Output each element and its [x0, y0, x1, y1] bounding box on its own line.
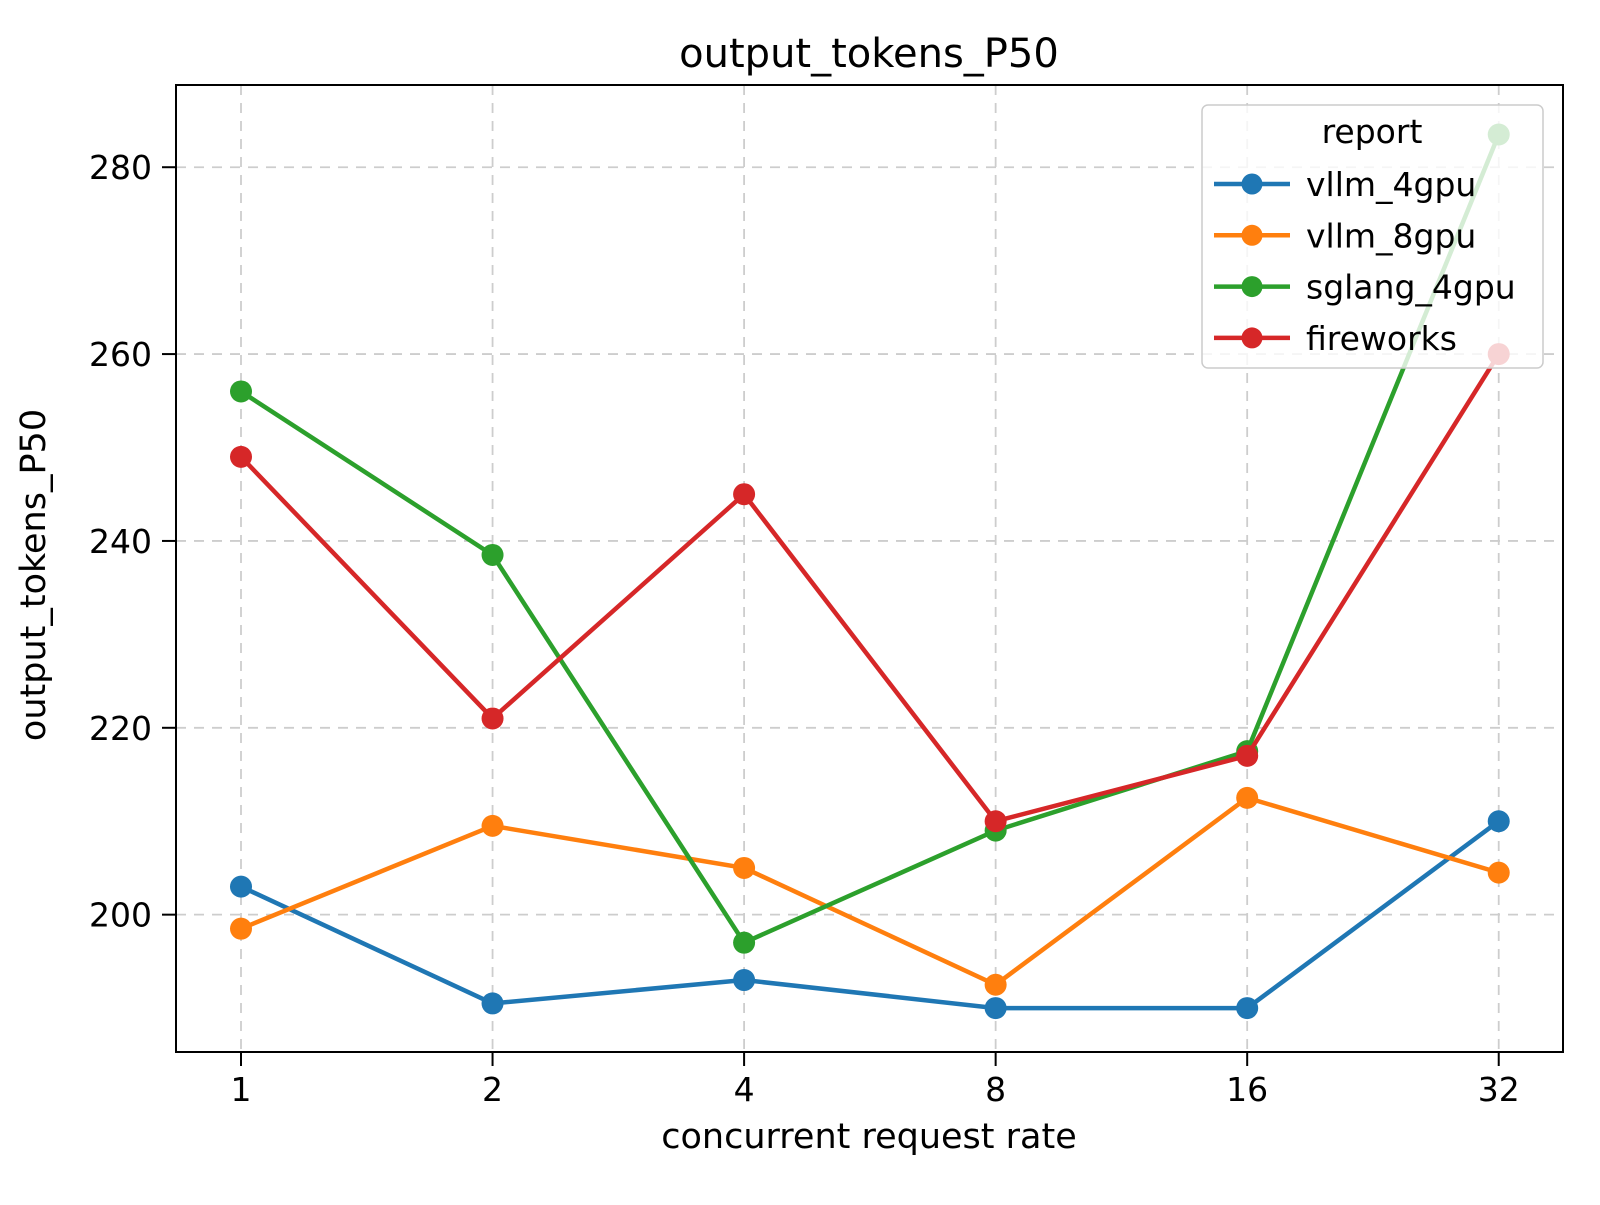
data-point-sglang_4gpu	[230, 380, 253, 403]
legend-marker	[1241, 173, 1263, 195]
legend-title: report	[1322, 112, 1423, 151]
plot-border	[175, 84, 1564, 1053]
x-tick-label: 8	[985, 1070, 1006, 1109]
data-point-vllm_8gpu	[481, 814, 504, 837]
data-point-fireworks	[984, 810, 1007, 833]
data-point-vllm_8gpu	[230, 917, 253, 940]
x-tick-label: 2	[482, 1070, 503, 1109]
y-tick-label: 260	[89, 335, 152, 374]
data-point-vllm_8gpu	[984, 973, 1007, 996]
series-line-vllm_8gpu	[240, 795, 1500, 988]
data-point-vllm_4gpu	[733, 969, 756, 992]
x-tick-label: 1	[231, 1070, 252, 1109]
chart-title: output_tokens_P50	[679, 31, 1059, 77]
y-tick-label: 280	[89, 148, 152, 187]
data-point-vllm_4gpu	[230, 875, 253, 898]
data-point-fireworks	[230, 445, 253, 468]
data-point-vllm_8gpu	[1236, 786, 1259, 809]
legend-entries: vllm_4gpu vllm_8gpu sglang_4gpu fireworks	[1214, 165, 1516, 358]
series-line-sglang_4gpu	[239, 133, 1501, 946]
data-point-vllm_8gpu	[733, 856, 756, 879]
legend-box	[1201, 104, 1544, 369]
legend-label-vllm_4gpu: vllm_4gpu	[1306, 165, 1476, 204]
series-line-fireworks	[239, 352, 1501, 824]
data-point-vllm_4gpu	[984, 997, 1007, 1020]
x-axis-label: concurrent request rate	[661, 1117, 1077, 1157]
data-point-vllm_4gpu	[481, 992, 504, 1015]
data-point-fireworks	[1236, 744, 1259, 767]
x-tick-labels: 1 2 4 8 16 32	[231, 1070, 1520, 1109]
data-point-sglang_4gpu	[481, 543, 504, 566]
series-lines	[230, 123, 1510, 1020]
y-axis-label: output_tokens_P50	[14, 409, 54, 741]
y-tick-label: 200	[89, 896, 152, 935]
data-point-vllm_4gpu	[1236, 997, 1259, 1020]
series-line-vllm_4gpu	[240, 819, 1501, 1011]
axis-ticks	[162, 166, 1500, 1066]
x-tick-label: 16	[1226, 1070, 1268, 1109]
legend-marker	[1241, 276, 1263, 298]
legend-marker	[1241, 327, 1263, 349]
y-tick-label: 220	[89, 709, 152, 748]
x-tick-label: 4	[734, 1070, 755, 1109]
legend-label-sglang_4gpu: sglang_4gpu	[1306, 268, 1516, 307]
data-point-fireworks	[733, 483, 756, 506]
y-tick-labels: 200 220 240 260 280	[89, 148, 152, 934]
data-point-vllm_4gpu	[1487, 810, 1510, 833]
data-point-vllm_8gpu	[1487, 861, 1510, 884]
legend: report vllm_4gpu vllm_8gpu sglang_4gpufire…	[1201, 104, 1544, 369]
legend-marker	[1241, 224, 1263, 246]
data-point-fireworks	[481, 707, 504, 730]
data-point-sglang_4gpu	[733, 931, 756, 954]
y-tick-label: 240	[89, 522, 152, 561]
x-tick-label: 32	[1478, 1070, 1520, 1109]
legend-label-fireworks: fireworks	[1306, 319, 1457, 358]
legend-label-vllm_8gpu: vllm_8gpu	[1306, 216, 1476, 255]
